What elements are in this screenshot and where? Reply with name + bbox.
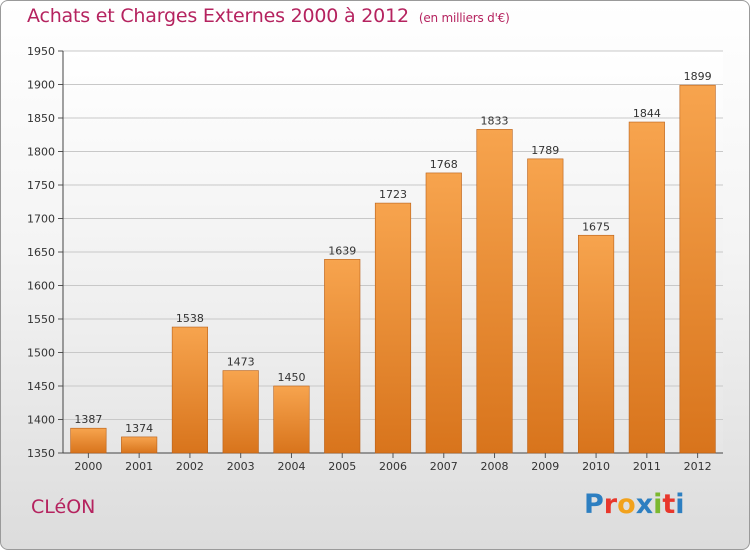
value-label-2001: 1374 xyxy=(125,422,153,435)
y-tick-labels: 1350 1400 1450 1500 1550 1600 1650 1700 1750 1800… xyxy=(27,45,55,460)
y-tick-label: 1900 xyxy=(27,79,55,92)
logo-letter: x xyxy=(635,489,654,520)
x-tick-label-2000: 2000 xyxy=(74,460,102,473)
chart-subtitle: (en milliers d'€) xyxy=(418,11,510,25)
value-label-2006: 1723 xyxy=(379,188,407,201)
bar-2009 xyxy=(527,158,564,454)
y-tick-label: 1600 xyxy=(27,280,55,293)
chart-title: Achats et Charges Externes 2000 à 2012 (e… xyxy=(27,5,510,27)
bar-2002 xyxy=(171,326,208,454)
x-tick-label-2002: 2002 xyxy=(176,460,204,473)
x-tick-label-2003: 2003 xyxy=(227,460,255,473)
value-label-2012: 1899 xyxy=(684,70,712,83)
y-tick-label: 1400 xyxy=(27,414,55,427)
city-name: CLéON xyxy=(31,496,96,518)
bar-2010 xyxy=(578,234,615,454)
bar-2011 xyxy=(628,121,665,454)
y-tick-label: 1750 xyxy=(27,179,55,192)
bar-2003 xyxy=(222,370,259,454)
value-label-2003: 1473 xyxy=(227,356,255,369)
bar-2012 xyxy=(679,84,716,454)
x-tick-label-2004: 2004 xyxy=(277,460,305,473)
bar-2005 xyxy=(324,259,361,454)
bar-2008 xyxy=(476,129,513,454)
bar-2004 xyxy=(273,385,310,454)
x-tick-label-2001: 2001 xyxy=(125,460,153,473)
bars xyxy=(70,84,716,454)
logo-letter: P xyxy=(584,489,604,520)
logo-letter: r xyxy=(603,489,618,520)
x-tick-label-2005: 2005 xyxy=(328,460,356,473)
y-tick-label: 1950 xyxy=(27,45,55,58)
y-tick-label: 1450 xyxy=(27,380,55,393)
x-tick-label-2008: 2008 xyxy=(481,460,509,473)
x-tick-label-2009: 2009 xyxy=(531,460,559,473)
value-label-2011: 1844 xyxy=(633,107,661,120)
logo-letter: i xyxy=(653,489,663,520)
x-tick-label-2012: 2012 xyxy=(684,460,712,473)
proxiti-logo: Proxiti xyxy=(584,489,685,520)
bar-2007 xyxy=(425,172,462,454)
value-label-2008: 1833 xyxy=(481,114,509,127)
value-label-2002: 1538 xyxy=(176,312,204,325)
y-tick-label: 1350 xyxy=(27,447,55,460)
value-label-2004: 1450 xyxy=(277,371,305,384)
x-tick-label-2007: 2007 xyxy=(430,460,458,473)
value-label-2005: 1639 xyxy=(328,244,356,257)
bar-2000 xyxy=(70,427,107,454)
y-tick-label: 1700 xyxy=(27,213,55,226)
value-label-2010: 1675 xyxy=(582,220,610,233)
y-tick-label: 1800 xyxy=(27,146,55,159)
value-labels: 1387 1374 1538 1473 1450 1639 1723 1768 1833 1789… xyxy=(74,70,711,435)
value-label-2007: 1768 xyxy=(430,158,458,171)
value-label-2009: 1789 xyxy=(531,144,559,157)
x-tick-label-2011: 2011 xyxy=(633,460,661,473)
y-tick-label: 1650 xyxy=(27,246,55,259)
value-label-2000: 1387 xyxy=(74,413,102,426)
bar-2006 xyxy=(374,202,412,454)
y-tick-label: 1500 xyxy=(27,347,55,360)
logo-letter: t xyxy=(662,489,676,520)
x-tick-label-2010: 2010 xyxy=(582,460,610,473)
x-tick-label-2006: 2006 xyxy=(379,460,407,473)
y-tick-label: 1550 xyxy=(27,313,55,326)
logo-letter: o xyxy=(617,489,636,520)
x-tick-labels: 2000 2001 2002 2003 2004 2005 2006 2007 2008 2009… xyxy=(74,453,712,473)
bar-2001 xyxy=(121,436,158,454)
logo-letter: i xyxy=(675,489,685,520)
chart-title-text: Achats et Charges Externes 2000 à 2012 xyxy=(27,5,409,27)
y-tick-label: 1850 xyxy=(27,112,55,125)
